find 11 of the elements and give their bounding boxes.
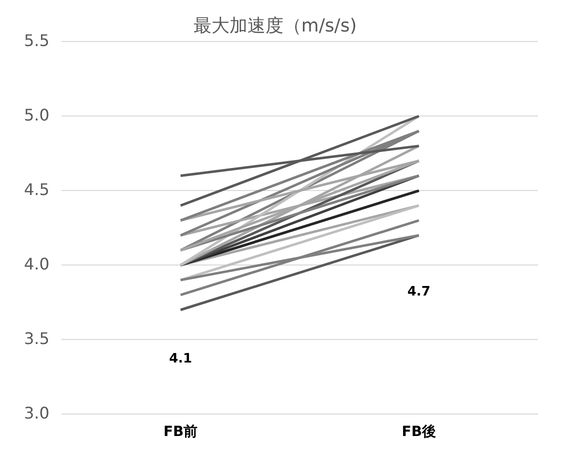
annotation: 4.1 bbox=[169, 351, 192, 366]
x-tick-label: FB後 bbox=[402, 424, 436, 440]
chart-title: 最大加速度（m/s/s) bbox=[193, 15, 357, 36]
y-tick-label: 4.5 bbox=[24, 180, 50, 199]
y-tick-label: 3.5 bbox=[24, 328, 50, 348]
y-tick-label: 5.5 bbox=[24, 30, 50, 50]
annotation: 4.7 bbox=[407, 284, 430, 300]
y-tick-label: 4.0 bbox=[24, 254, 50, 274]
y-tick-label: 3.0 bbox=[24, 403, 50, 422]
y-tick-label: 5.0 bbox=[24, 105, 50, 124]
x-tick-label: FB前 bbox=[163, 424, 198, 440]
